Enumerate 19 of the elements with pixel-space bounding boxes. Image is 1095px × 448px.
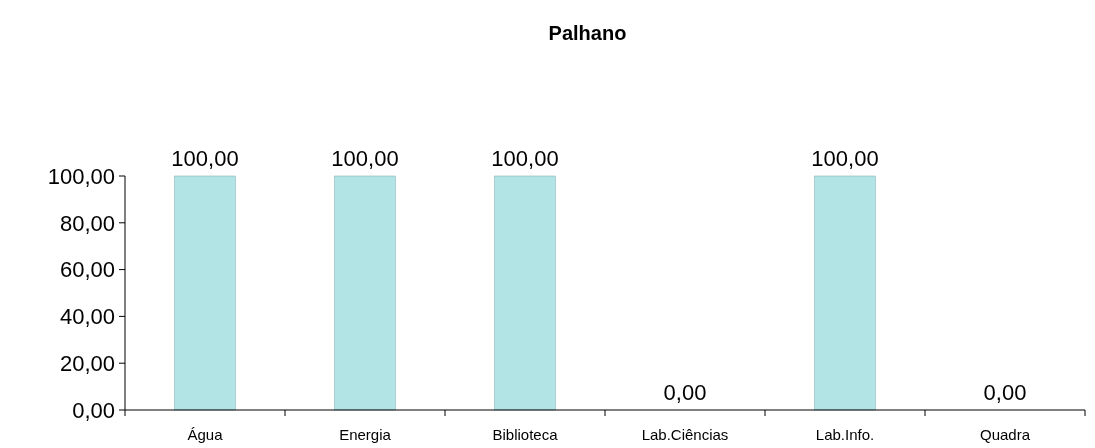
x-tick-label: Água <box>187 426 224 443</box>
x-tick-label: Lab.Ciências <box>641 426 729 443</box>
data-label: 0,00 <box>983 380 1027 405</box>
y-tick-label: 40,00 <box>59 304 115 330</box>
y-tick-label: 100,00 <box>47 163 115 189</box>
y-tick-label: 0,00 <box>72 397 115 423</box>
data-label: 100,00 <box>331 146 399 171</box>
y-tick-label: 20,00 <box>59 350 115 376</box>
data-label: 0,00 <box>663 380 707 405</box>
y-tick-label: 60,00 <box>59 257 115 283</box>
data-label: 100,00 <box>171 146 239 171</box>
data-label: 100,00 <box>491 146 559 171</box>
x-tick-label: Energia <box>339 426 392 443</box>
x-tick-label: Biblioteca <box>492 426 559 443</box>
data-label: 100,00 <box>811 146 879 171</box>
x-tick-label: Quadra <box>979 426 1031 443</box>
chart-title: Palhano <box>548 22 627 44</box>
y-tick-label: 80,00 <box>59 210 115 236</box>
x-tick-label: Lab.Info. <box>815 426 875 443</box>
